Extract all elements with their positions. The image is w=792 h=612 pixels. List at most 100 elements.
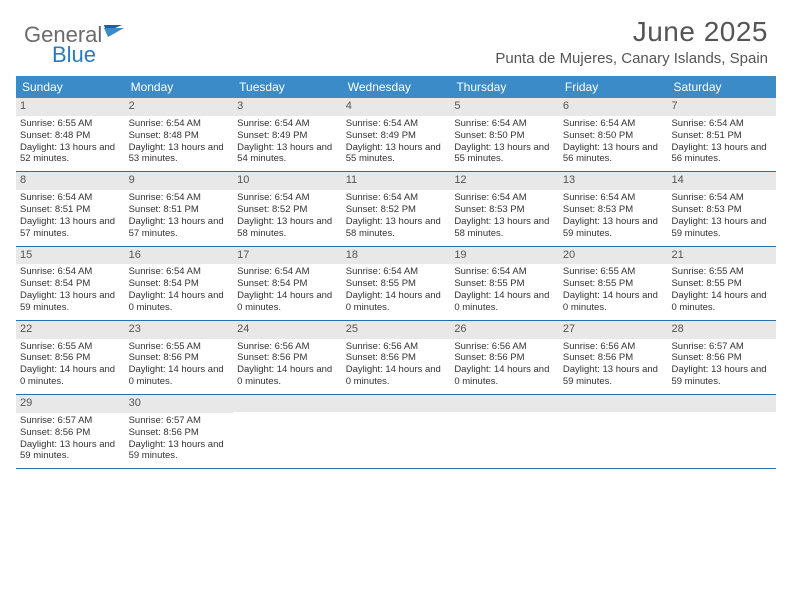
day-number (667, 395, 776, 412)
weekday-header: Monday (125, 76, 234, 98)
day-cell: 2Sunrise: 6:54 AMSunset: 8:48 PMDaylight… (125, 98, 234, 171)
daylight-line: Daylight: 14 hours and 0 minutes. (20, 364, 121, 388)
day-number: 17 (233, 247, 342, 265)
day-number: 23 (125, 321, 234, 339)
day-cell (342, 395, 451, 468)
week-row: 8Sunrise: 6:54 AMSunset: 8:51 PMDaylight… (16, 172, 776, 246)
daylight-line: Daylight: 14 hours and 0 minutes. (671, 290, 772, 314)
sunrise-line: Sunrise: 6:56 AM (563, 341, 664, 353)
sunset-line: Sunset: 8:53 PM (454, 204, 555, 216)
weekday-header: Friday (559, 76, 668, 98)
daylight-line: Daylight: 13 hours and 54 minutes. (237, 142, 338, 166)
day-number: 4 (342, 98, 451, 116)
sunset-line: Sunset: 8:51 PM (671, 130, 772, 142)
day-number: 25 (342, 321, 451, 339)
day-cell: 3Sunrise: 6:54 AMSunset: 8:49 PMDaylight… (233, 98, 342, 171)
sunrise-line: Sunrise: 6:54 AM (563, 192, 664, 204)
sunrise-line: Sunrise: 6:54 AM (346, 266, 447, 278)
sunrise-line: Sunrise: 6:54 AM (20, 266, 121, 278)
sunset-line: Sunset: 8:56 PM (20, 352, 121, 364)
day-number (233, 395, 342, 412)
daylight-line: Daylight: 13 hours and 58 minutes. (237, 216, 338, 240)
location-subtitle: Punta de Mujeres, Canary Islands, Spain (495, 50, 768, 67)
day-number: 28 (667, 321, 776, 339)
sunset-line: Sunset: 8:48 PM (129, 130, 230, 142)
day-cell: 11Sunrise: 6:54 AMSunset: 8:52 PMDayligh… (342, 172, 451, 245)
sunrise-line: Sunrise: 6:54 AM (129, 266, 230, 278)
sunset-line: Sunset: 8:53 PM (671, 204, 772, 216)
sunrise-line: Sunrise: 6:56 AM (237, 341, 338, 353)
day-cell: 7Sunrise: 6:54 AMSunset: 8:51 PMDaylight… (667, 98, 776, 171)
sunset-line: Sunset: 8:55 PM (563, 278, 664, 290)
sunrise-line: Sunrise: 6:54 AM (563, 118, 664, 130)
weekday-header: Thursday (450, 76, 559, 98)
day-cell: 10Sunrise: 6:54 AMSunset: 8:52 PMDayligh… (233, 172, 342, 245)
day-number: 29 (16, 395, 125, 413)
day-cell: 20Sunrise: 6:55 AMSunset: 8:55 PMDayligh… (559, 247, 668, 320)
sunset-line: Sunset: 8:52 PM (237, 204, 338, 216)
sunset-line: Sunset: 8:56 PM (20, 427, 121, 439)
day-number: 13 (559, 172, 668, 190)
page-title: June 2025 (495, 16, 768, 48)
day-number: 15 (16, 247, 125, 265)
day-number: 1 (16, 98, 125, 116)
day-number: 30 (125, 395, 234, 413)
daylight-line: Daylight: 14 hours and 0 minutes. (346, 290, 447, 314)
sunset-line: Sunset: 8:52 PM (346, 204, 447, 216)
daylight-line: Daylight: 13 hours and 58 minutes. (346, 216, 447, 240)
daylight-line: Daylight: 13 hours and 56 minutes. (671, 142, 772, 166)
sunset-line: Sunset: 8:51 PM (129, 204, 230, 216)
day-cell: 29Sunrise: 6:57 AMSunset: 8:56 PMDayligh… (16, 395, 125, 468)
day-number: 18 (342, 247, 451, 265)
day-number: 6 (559, 98, 668, 116)
day-cell: 26Sunrise: 6:56 AMSunset: 8:56 PMDayligh… (450, 321, 559, 394)
sunset-line: Sunset: 8:50 PM (454, 130, 555, 142)
daylight-line: Daylight: 14 hours and 0 minutes. (129, 364, 230, 388)
day-cell: 17Sunrise: 6:54 AMSunset: 8:54 PMDayligh… (233, 247, 342, 320)
day-cell: 6Sunrise: 6:54 AMSunset: 8:50 PMDaylight… (559, 98, 668, 171)
sunset-line: Sunset: 8:56 PM (346, 352, 447, 364)
weekday-header-row: SundayMondayTuesdayWednesdayThursdayFrid… (16, 76, 776, 98)
day-cell: 5Sunrise: 6:54 AMSunset: 8:50 PMDaylight… (450, 98, 559, 171)
daylight-line: Daylight: 14 hours and 0 minutes. (237, 290, 338, 314)
sunrise-line: Sunrise: 6:54 AM (454, 266, 555, 278)
daylight-line: Daylight: 13 hours and 59 minutes. (20, 439, 121, 463)
day-number: 11 (342, 172, 451, 190)
day-cell: 9Sunrise: 6:54 AMSunset: 8:51 PMDaylight… (125, 172, 234, 245)
day-number: 22 (16, 321, 125, 339)
sunrise-line: Sunrise: 6:57 AM (671, 341, 772, 353)
daylight-line: Daylight: 13 hours and 55 minutes. (454, 142, 555, 166)
daylight-line: Daylight: 14 hours and 0 minutes. (346, 364, 447, 388)
day-number: 21 (667, 247, 776, 265)
sunrise-line: Sunrise: 6:56 AM (454, 341, 555, 353)
day-number: 14 (667, 172, 776, 190)
day-cell: 18Sunrise: 6:54 AMSunset: 8:55 PMDayligh… (342, 247, 451, 320)
day-cell (450, 395, 559, 468)
week-row: 15Sunrise: 6:54 AMSunset: 8:54 PMDayligh… (16, 247, 776, 321)
day-cell: 13Sunrise: 6:54 AMSunset: 8:53 PMDayligh… (559, 172, 668, 245)
sunrise-line: Sunrise: 6:54 AM (671, 192, 772, 204)
sunrise-line: Sunrise: 6:55 AM (563, 266, 664, 278)
daylight-line: Daylight: 14 hours and 0 minutes. (129, 290, 230, 314)
weekday-header: Sunday (16, 76, 125, 98)
sunset-line: Sunset: 8:55 PM (454, 278, 555, 290)
sunrise-line: Sunrise: 6:56 AM (346, 341, 447, 353)
sunrise-line: Sunrise: 6:54 AM (346, 118, 447, 130)
day-number: 19 (450, 247, 559, 265)
daylight-line: Daylight: 13 hours and 58 minutes. (454, 216, 555, 240)
weeks-container: 1 Sunrise: 6:55 AM Sunset: 8:48 PM Daylight… (16, 98, 776, 469)
daylight-line: Daylight: 14 hours and 0 minutes. (237, 364, 338, 388)
sunrise-line: Sunrise: 6:55 AM (129, 341, 230, 353)
day-number: 16 (125, 247, 234, 265)
sunset-line: Sunset: 8:56 PM (237, 352, 338, 364)
day-number (342, 395, 451, 412)
sunrise-line: Sunrise: 6:57 AM (129, 415, 230, 427)
weekday-header: Tuesday (233, 76, 342, 98)
day-cell: 15Sunrise: 6:54 AMSunset: 8:54 PMDayligh… (16, 247, 125, 320)
day-number: 7 (667, 98, 776, 116)
day-cell: 19Sunrise: 6:54 AMSunset: 8:55 PMDayligh… (450, 247, 559, 320)
daylight-line: Daylight: 13 hours and 59 minutes. (20, 290, 121, 314)
sunrise-line: Sunrise: 6:54 AM (454, 192, 555, 204)
day-number: 3 (233, 98, 342, 116)
sunrise-line: Sunrise: 6:54 AM (237, 192, 338, 204)
